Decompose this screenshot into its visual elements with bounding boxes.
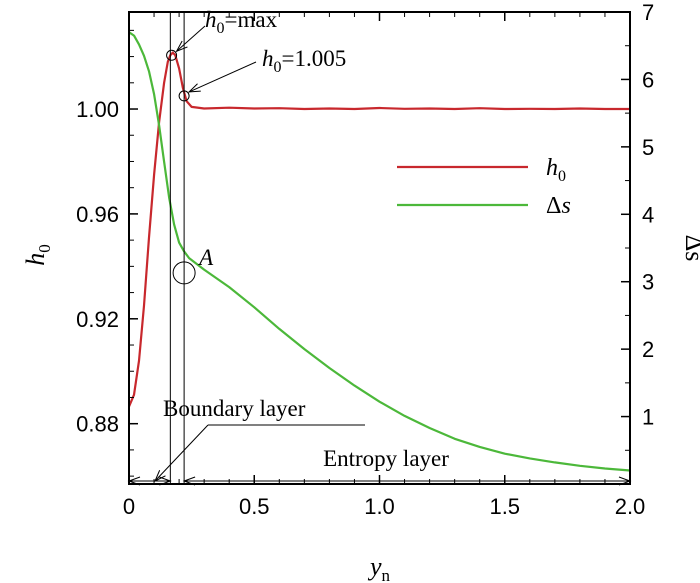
boundary-layer-label: Boundary layer	[163, 396, 306, 421]
h0val-arrowhead	[187, 83, 201, 93]
x-tick-label: 0	[123, 494, 135, 519]
y-right-axis-title: Δs	[680, 235, 700, 262]
y-right-tick-label: 5	[642, 135, 654, 160]
h0val-marker	[178, 90, 190, 102]
y-left-tick-label: 0.92	[76, 307, 119, 332]
series-line-h0	[127, 51, 630, 408]
y-right-tick-label: 3	[642, 270, 654, 295]
y-right-tick-label: 2	[642, 337, 654, 362]
y-right-tick-label: 6	[642, 67, 654, 92]
boundary-layer-leader	[154, 424, 209, 482]
series-layer	[127, 31, 631, 472]
x-tick-label: 1.0	[364, 494, 395, 519]
y-right-tick-label: 4	[642, 202, 654, 227]
h0val-label: h0=1.005	[262, 46, 346, 76]
y-left-tick-label: 0.88	[76, 412, 119, 437]
series-line-delta-s	[128, 31, 631, 472]
y-left-tick-label: 1.00	[76, 97, 119, 122]
entropy-layer-label: Entropy layer	[323, 446, 449, 471]
axes-layer: 0 0.5 1.0 1.5 2.0 0.88 0.92 0.96 1.00 1 2 3 4 5 6 7 yn h0…	[21, 0, 700, 583]
legend: h0 Δs	[397, 155, 571, 219]
legend-label-delta-s: Δs	[546, 193, 571, 219]
y-left-axis-title: h0	[21, 244, 54, 266]
legend-label-h0: h0	[546, 155, 566, 185]
x-tick-label: 0.5	[239, 494, 270, 519]
h0max-arrowhead	[175, 40, 188, 53]
y-right-tick-label: 1	[642, 405, 654, 430]
h0max-marker	[166, 49, 178, 61]
x-tick-label: 2.0	[615, 494, 646, 519]
h0val-leader	[188, 61, 257, 93]
boundary-layer-leader-arrowhead	[153, 470, 166, 483]
h0max-leader	[176, 25, 206, 52]
y-right-tick-label: 7	[642, 0, 654, 25]
y-left-tick-label: 0.96	[76, 202, 119, 227]
point-a-marker	[172, 261, 196, 285]
x-axis-title: yn	[367, 552, 391, 583]
point-a-label: A	[197, 245, 214, 270]
x-tick-label: 1.5	[489, 494, 520, 519]
